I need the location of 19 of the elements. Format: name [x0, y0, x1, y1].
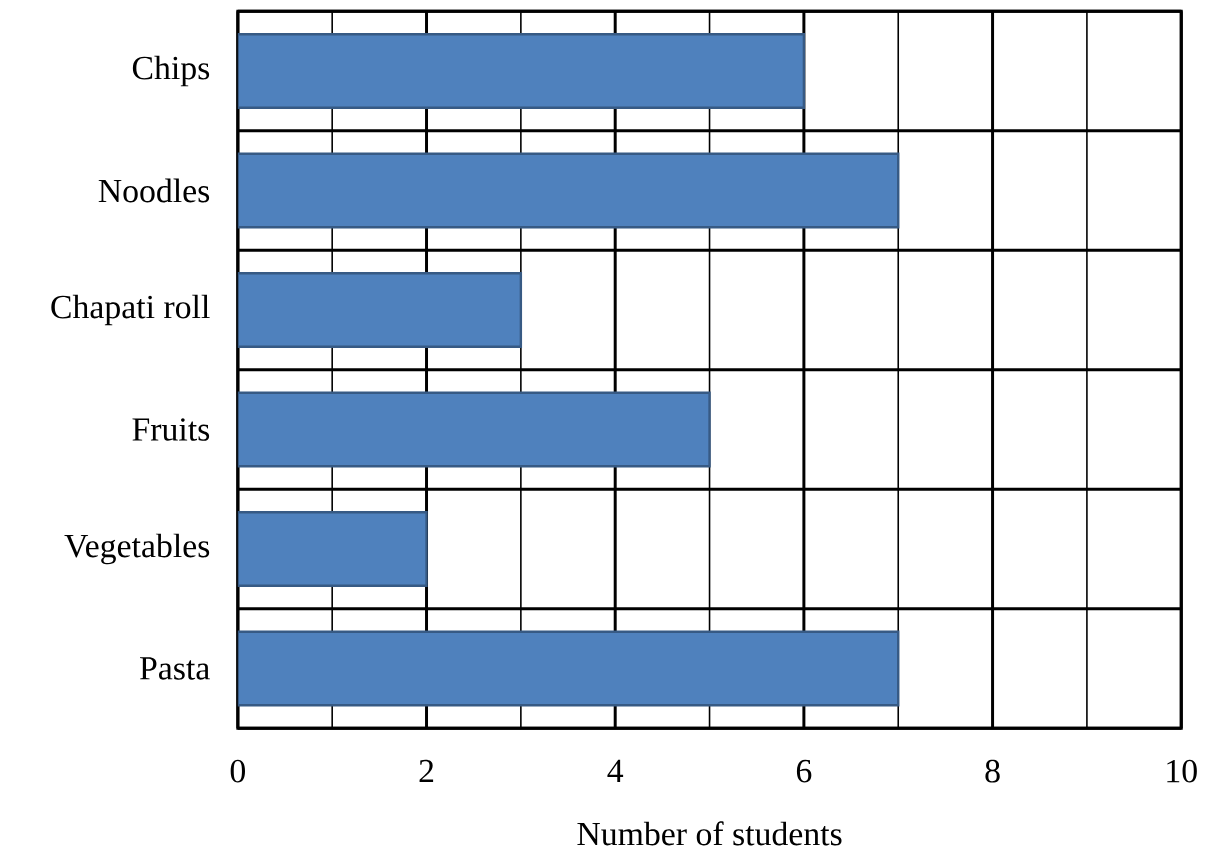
bar	[237, 152, 900, 229]
x-tick-label: 2	[419, 759, 434, 782]
y-tick-label: Vegetables	[64, 533, 210, 565]
y-tick-label: Noodles	[98, 178, 210, 203]
bar	[237, 510, 428, 587]
bar	[237, 32, 806, 109]
y-tick-label: Fruits	[132, 418, 210, 441]
x-tick-label: 6	[796, 759, 812, 783]
bar	[237, 391, 711, 468]
x-tick-label: 4	[607, 759, 624, 782]
x-tick-label: 10	[1167, 759, 1197, 783]
y-tick-label: Pasta	[140, 657, 210, 680]
x-tick-label: 0	[230, 759, 246, 783]
y-tick-label: Chips	[132, 55, 210, 87]
y-tick-label: Chapati roll	[51, 294, 210, 326]
x-tick-label: 8	[985, 759, 1000, 783]
bar	[237, 271, 523, 348]
bar	[237, 630, 900, 707]
x-axis-title: Number of students	[577, 821, 842, 846]
